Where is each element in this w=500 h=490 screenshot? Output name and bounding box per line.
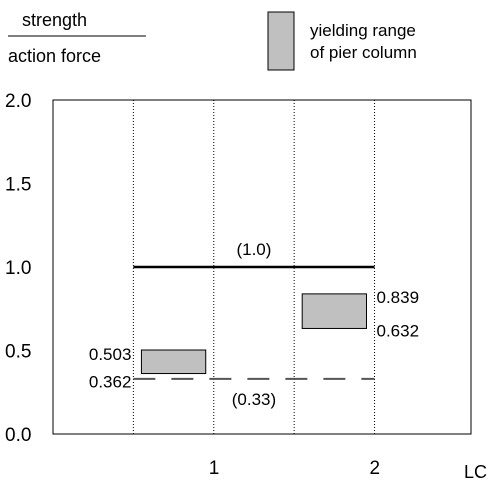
reference-lines: (1.0) (0.33) — [133, 240, 375, 409]
x-tick-label: 2 — [370, 458, 381, 479]
y-tick-label: 0.0 — [5, 425, 31, 446]
legend-swatch — [267, 11, 295, 71]
range-high-label: 0.503 — [89, 345, 132, 364]
x-axis-label: LC — [464, 462, 487, 482]
yielding-range-box — [140, 349, 207, 375]
range-top-label: 0.839 — [377, 288, 420, 307]
reference-line-label: (0.33) — [232, 390, 276, 409]
x-tick-label: 1 — [209, 458, 220, 479]
range-bottom-label: 0.632 — [377, 321, 420, 340]
plot-frame — [52, 99, 472, 435]
legend-label-line2: of pier column — [310, 43, 417, 62]
range-low-label: 0.362 — [89, 373, 132, 392]
legend-label-line1: yielding range — [310, 21, 416, 40]
y-tick-label: 0.5 — [5, 342, 31, 363]
reference-line-label: (1.0) — [236, 240, 271, 259]
y-axis-label-numerator: strength — [22, 10, 87, 30]
legend: yielding range of pier column — [267, 11, 417, 71]
yielding-range-box — [301, 293, 368, 329]
y-axis-label: strength action force — [8, 10, 146, 66]
y-tick-label: 1.5 — [5, 175, 31, 196]
y-axis-label-denominator: action force — [8, 46, 101, 66]
y-tick-label: 2.0 — [5, 91, 31, 112]
y-tick-labels: 0.0 0.5 1.0 1.5 2.0 — [5, 91, 31, 446]
yielding-ranges: 0.503 0.362 0.839 0.632 — [89, 288, 419, 392]
y-tick-label: 1.0 — [5, 258, 31, 279]
